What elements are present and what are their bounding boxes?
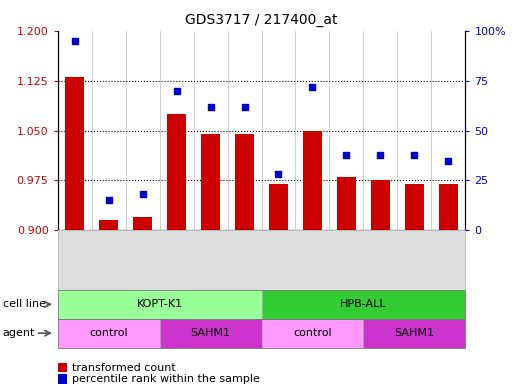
Bar	[167, 114, 186, 230]
Text: HPB-ALL: HPB-ALL	[340, 299, 387, 310]
Point	[206, 104, 215, 110]
Point	[105, 197, 113, 204]
Text: percentile rank within the sample: percentile rank within the sample	[72, 374, 260, 384]
Point	[241, 104, 249, 110]
Bar	[269, 184, 288, 230]
Text: control: control	[89, 328, 128, 338]
Bar	[133, 217, 152, 230]
Bar	[65, 77, 84, 230]
Bar	[303, 131, 322, 230]
Bar	[371, 180, 390, 230]
Bar	[235, 134, 254, 230]
Text: SAHM1: SAHM1	[190, 328, 231, 338]
Bar	[337, 177, 356, 230]
Point	[309, 84, 317, 90]
Text: KOPT-K1: KOPT-K1	[137, 299, 183, 310]
Text: agent: agent	[3, 328, 35, 338]
Point	[343, 151, 351, 157]
Bar	[439, 184, 458, 230]
Text: SAHM1: SAHM1	[394, 328, 435, 338]
Bar	[201, 134, 220, 230]
Point	[445, 157, 453, 164]
Point	[411, 151, 419, 157]
Text: cell line: cell line	[3, 299, 46, 310]
Point	[173, 88, 181, 94]
Text: control: control	[293, 328, 332, 338]
Point	[377, 151, 385, 157]
Bar	[99, 220, 118, 230]
Point	[138, 191, 146, 197]
Point	[70, 38, 78, 44]
Text: transformed count: transformed count	[72, 362, 176, 373]
Bar	[405, 184, 424, 230]
Point	[275, 171, 283, 177]
Title: GDS3717 / 217400_at: GDS3717 / 217400_at	[185, 13, 338, 27]
